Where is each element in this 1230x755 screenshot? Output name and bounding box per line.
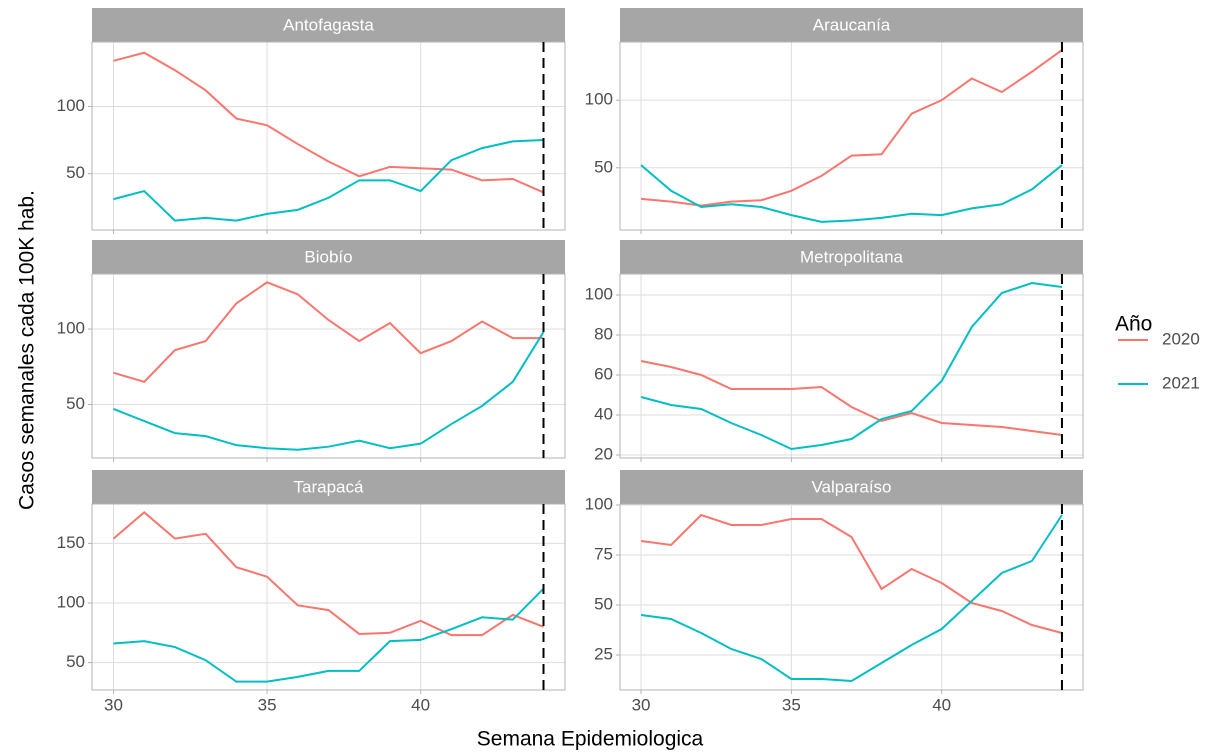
facet-title: Biobío — [304, 247, 352, 266]
facet-title: Valparaíso — [811, 477, 891, 496]
x-tick-label: 40 — [932, 695, 951, 714]
x-axis-title: Semana Epidemiologica — [477, 728, 704, 751]
y-tick-label: 100 — [57, 96, 85, 115]
strip — [620, 8, 1083, 42]
y-tick-label: 100 — [585, 90, 613, 109]
x-tick-label: 30 — [104, 695, 123, 714]
series-line — [113, 51, 544, 194]
panel-border — [91, 273, 566, 459]
series-line — [640, 164, 1063, 223]
y-tick-label: 150 — [57, 533, 85, 552]
panel-border — [619, 503, 1084, 691]
series-line — [640, 514, 1063, 683]
series-line — [113, 331, 545, 451]
legend-label: 2020 — [1162, 329, 1200, 348]
y-tick-label: 100 — [585, 494, 613, 513]
y-tick-label: 100 — [57, 319, 85, 338]
series-line — [640, 513, 1063, 634]
x-tick-label: 40 — [411, 695, 430, 714]
y-tick-label: 75 — [594, 544, 613, 563]
x-tick-label: 35 — [258, 695, 277, 714]
facet-title: Metropolitana — [800, 247, 904, 266]
legend-label: 2021 — [1162, 373, 1200, 392]
panel-border — [91, 503, 566, 691]
y-tick-label: 60 — [594, 364, 613, 383]
facet-title: Araucanía — [813, 15, 891, 34]
y-tick-label: 50 — [594, 157, 613, 176]
facet-title: Tarapacá — [294, 477, 364, 496]
y-tick-label: 20 — [594, 444, 613, 463]
y-tick-label: 50 — [66, 652, 85, 671]
series-line — [113, 587, 545, 683]
y-tick-label: 100 — [585, 284, 613, 303]
y-tick-label: 100 — [57, 592, 85, 611]
panel-border — [619, 41, 1084, 231]
strip — [92, 8, 565, 42]
panel-border — [619, 273, 1084, 459]
y-axis-title: Casos semanales cada 100K hab. — [16, 190, 39, 510]
legend-title: Año — [1115, 313, 1152, 336]
series-line — [112, 511, 544, 637]
series-line — [113, 139, 544, 222]
x-tick-label: 35 — [782, 695, 801, 714]
y-tick-label: 50 — [594, 594, 613, 613]
y-tick-label: 80 — [594, 324, 613, 343]
facet-title: Antofagasta — [283, 15, 374, 34]
series-line — [113, 281, 544, 383]
series-line — [640, 49, 1063, 207]
strip — [620, 240, 1083, 274]
x-tick-label: 30 — [632, 695, 651, 714]
y-tick-label: 25 — [594, 644, 613, 663]
y-tick-label: 50 — [66, 394, 85, 413]
y-tick-label: 50 — [66, 163, 85, 182]
panel-border — [91, 41, 566, 231]
series-line — [640, 281, 1063, 451]
series-line — [640, 360, 1063, 436]
strip — [92, 470, 565, 504]
strip — [92, 240, 565, 274]
strip — [620, 470, 1083, 504]
y-tick-label: 40 — [594, 404, 613, 423]
